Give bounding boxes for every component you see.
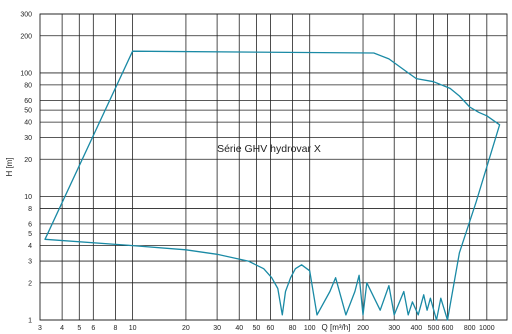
y-tick-label: 10	[24, 194, 32, 201]
x-tick-label: 400	[410, 325, 422, 332]
y-tick-label: 1	[28, 318, 32, 325]
y-tick-label: 6	[28, 221, 32, 228]
tick-labels: 3 4 5 6 8 10 20 30 40 50 60 80 100 200 300 400 500 600 800…	[20, 12, 494, 333]
x-tick-label: 5	[77, 325, 81, 332]
x-tick-label: 200	[357, 325, 369, 332]
x-tick-label: 1000	[479, 325, 495, 332]
x-tick-label: 4	[60, 325, 64, 332]
x-tick-label: 30	[213, 325, 221, 332]
y-tick-label: 40	[24, 120, 32, 127]
x-tick-label: 100	[304, 325, 316, 332]
grid-lines	[40, 13, 507, 321]
x-tick-label: 50	[252, 325, 260, 332]
y-tick-label: 300	[20, 12, 32, 19]
y-tick-label: 100	[20, 70, 32, 77]
y-tick-label: 8	[28, 206, 32, 213]
chart-annotation: Série GHV hydrovar X	[217, 143, 321, 155]
y-tick-label: 20	[24, 157, 32, 164]
x-tick-label: 3	[38, 325, 42, 332]
y-tick-label: 200	[20, 33, 32, 40]
x-tick-label: 40	[235, 325, 243, 332]
x-tick-label: 60	[267, 325, 275, 332]
y-axis-label: H [m]	[5, 157, 14, 176]
x-tick-label: 80	[289, 325, 297, 332]
y-tick-label: 80	[24, 82, 32, 89]
x-tick-label: 300	[388, 325, 400, 332]
y-tick-label: 50	[24, 108, 32, 115]
y-tick-label: 30	[24, 135, 32, 142]
y-tick-label: 3	[28, 259, 32, 266]
plot-frame	[39, 13, 508, 321]
x-tick-label: 800	[464, 325, 476, 332]
y-tick-label: 2	[28, 280, 32, 287]
x-tick-label: 600	[442, 325, 454, 332]
y-tick-label: 4	[28, 243, 32, 250]
x-tick-label: 10	[129, 325, 137, 332]
y-tick-label: 60	[24, 98, 32, 105]
y-tick-label: 5	[28, 231, 32, 238]
x-tick-label: 8	[113, 325, 117, 332]
x-tick-label: 500	[428, 325, 440, 332]
series-line	[44, 50, 501, 321]
x-tick-label: 20	[182, 325, 190, 332]
x-axis-label: Q [m³/h]	[322, 323, 351, 332]
x-tick-label: 6	[91, 325, 95, 332]
